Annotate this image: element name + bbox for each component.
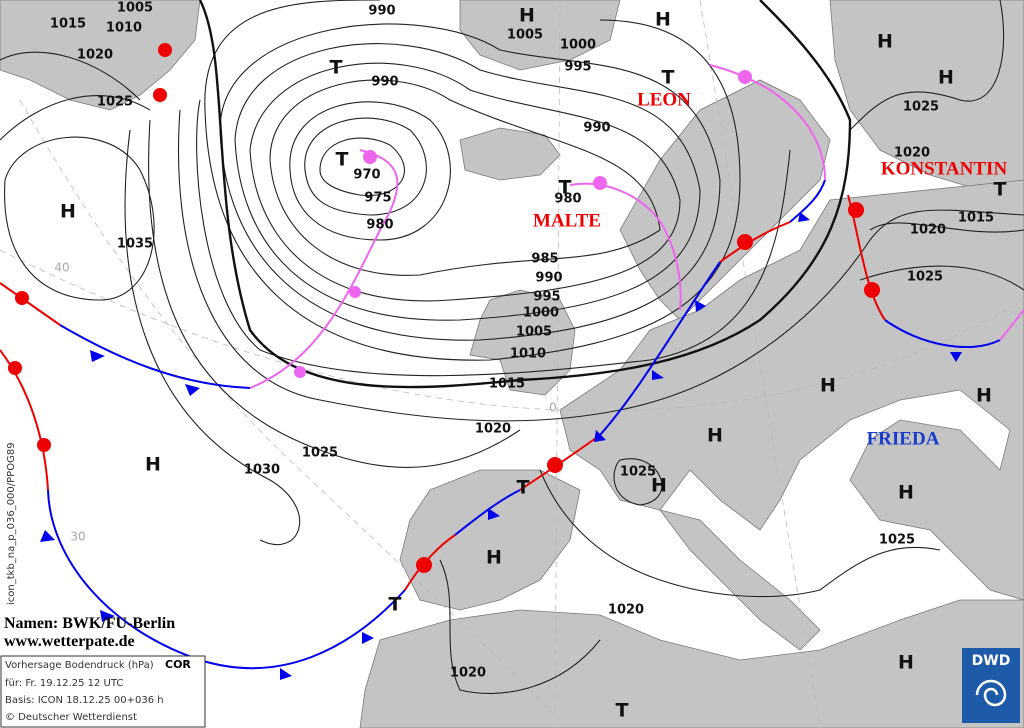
isobar-label: 1010	[106, 21, 142, 36]
isobar-label: 995	[564, 60, 591, 75]
pressure-center: H	[820, 375, 836, 397]
system-name: MALTE	[533, 210, 601, 231]
isobar-label: 1025	[97, 95, 133, 110]
dwd-logo: DWD	[962, 648, 1020, 723]
pressure-center: H	[938, 67, 954, 89]
pressure-center: H	[877, 31, 893, 53]
isobar-label: 1025	[907, 270, 943, 285]
isobar-label: 1020	[910, 223, 946, 238]
system-name: FRIEDA	[867, 428, 940, 449]
isobar-label: 985	[531, 252, 558, 267]
pressure-center: H	[976, 385, 992, 407]
isobar-label: 995	[533, 290, 560, 305]
pressure-center: H	[898, 482, 914, 504]
isobar-label: 1020	[475, 422, 511, 437]
isobar-label: 1025	[302, 446, 338, 461]
pressure-center: H	[60, 201, 76, 223]
isobar-label: 1010	[510, 347, 546, 362]
pressure-center: T	[662, 67, 675, 89]
isobar-label: 970	[353, 168, 380, 183]
isobars	[0, 0, 1024, 695]
info-flag: COR	[165, 658, 191, 671]
labels: 1015100510101020102599010051000995990990…	[50, 1, 1008, 722]
isobar-label: 990	[368, 4, 395, 19]
pressure-center: T	[517, 477, 530, 499]
isobar-label: 1015	[958, 211, 994, 226]
isobar-label: 990	[371, 75, 398, 90]
isobar-label: 1015	[50, 17, 86, 32]
info-base: Basis: ICON 18.12.25 00+036 h	[5, 695, 164, 706]
pressure-center: H	[651, 475, 667, 497]
isobar-label: 980	[366, 218, 393, 233]
pressure-center: H	[519, 5, 535, 27]
isobar-label: 990	[583, 121, 610, 136]
info-title: Vorhersage Bodendruck (hPa)	[5, 660, 154, 671]
pressure-center: T	[330, 57, 343, 79]
system-name: KONSTANTIN	[881, 158, 1008, 179]
logo-text: DWD	[972, 653, 1011, 669]
info-valid: für: Fr. 19.12.25 12 UTC	[5, 678, 123, 689]
pressure-center: H	[145, 454, 161, 476]
isobar-label: 1000	[523, 306, 559, 321]
isobar-label: 1020	[894, 146, 930, 161]
isobar-label: 1005	[117, 1, 153, 16]
isobar-label: 1005	[516, 325, 552, 340]
isobar-label: 1025	[903, 100, 939, 115]
grid-label: 40	[54, 261, 69, 275]
system-name: LEON	[637, 89, 691, 110]
pressure-center: H	[707, 425, 723, 447]
isobar-label: 1020	[608, 603, 644, 618]
pressure-center: T	[994, 179, 1007, 201]
isobar-label: 1035	[117, 237, 153, 252]
isobar-label: 980	[554, 192, 581, 207]
fronts	[0, 43, 1024, 680]
pressure-center: T	[389, 594, 402, 616]
isobar-label: 975	[364, 191, 391, 206]
isobar-label: 1020	[77, 48, 113, 63]
info-copyright: © Deutscher Wetterdienst	[5, 712, 137, 723]
isobar-label: 1030	[244, 463, 280, 478]
isobar-label: 990	[535, 271, 562, 286]
pressure-center: T	[559, 177, 572, 199]
pressure-center: H	[655, 9, 671, 31]
pressure-center: T	[336, 149, 349, 171]
grid-label: 30	[70, 530, 85, 544]
credit-url: www.wetterpate.de	[4, 633, 135, 650]
pressure-center: H	[486, 547, 502, 569]
pressure-center: T	[616, 700, 629, 722]
info-box: Vorhersage Bodendruck (hPa) COR für: Fr.…	[0, 655, 206, 728]
isobar-label: 1025	[879, 533, 915, 548]
isobar-label: 1025	[620, 465, 656, 480]
isobar-label: 1020	[450, 666, 486, 681]
isobar-label: 1000	[560, 38, 596, 53]
grid-label: 0	[549, 401, 557, 415]
isobar-label: 1005	[507, 28, 543, 43]
side-text: icon_tkb_na_p_036_000/PPOG89	[6, 442, 17, 605]
isobar-label: 1015	[489, 377, 525, 392]
pressure-center: H	[898, 652, 914, 674]
credit-names: Namen: BWK/FU-Berlin	[4, 615, 175, 632]
